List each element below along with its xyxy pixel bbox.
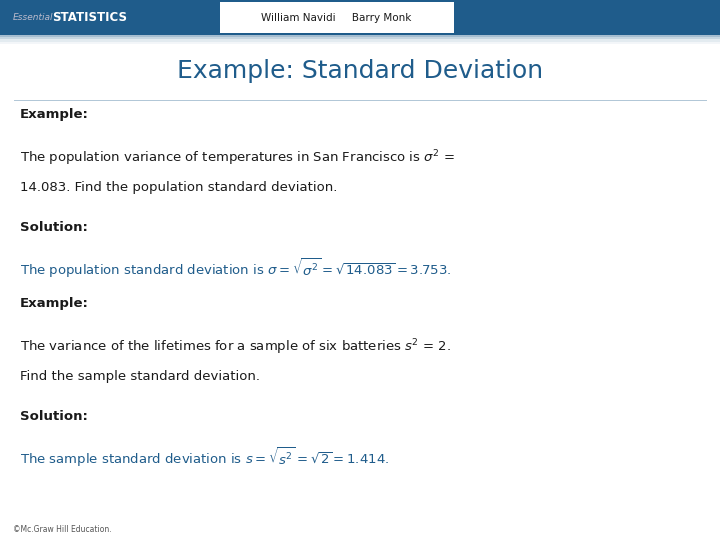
Bar bbox=[0, 35, 720, 37]
Text: The population variance of temperatures in San Francisco is $\sigma^2$ =: The population variance of temperatures … bbox=[20, 148, 455, 168]
Text: Solution:: Solution: bbox=[20, 221, 88, 234]
Text: Example: Standard Deviation: Example: Standard Deviation bbox=[177, 59, 543, 83]
Text: Example:: Example: bbox=[20, 108, 89, 121]
Text: The sample standard deviation is $s = \sqrt{s^2} = \sqrt{2} = 1.414.$: The sample standard deviation is $s = \s… bbox=[20, 446, 390, 469]
Text: Find the sample standard deviation.: Find the sample standard deviation. bbox=[20, 370, 260, 383]
Bar bbox=[0, 42, 720, 44]
Text: William Navidi     Barry Monk: William Navidi Barry Monk bbox=[261, 12, 412, 23]
Text: ©Mc.Graw Hill Education.: ©Mc.Graw Hill Education. bbox=[13, 524, 112, 534]
Text: Solution:: Solution: bbox=[20, 410, 88, 423]
Text: 14.083. Find the population standard deviation.: 14.083. Find the population standard dev… bbox=[20, 181, 338, 194]
Bar bbox=[0, 37, 720, 39]
Bar bbox=[0, 39, 720, 42]
Text: Example:: Example: bbox=[20, 297, 89, 310]
Text: The variance of the lifetimes for a sample of six batteries $s^2$ = 2.: The variance of the lifetimes for a samp… bbox=[20, 338, 451, 357]
Text: STATISTICS: STATISTICS bbox=[52, 11, 127, 24]
Text: Essential: Essential bbox=[13, 13, 53, 22]
Text: The population standard deviation is $\sigma = \sqrt{\sigma^2} = \sqrt{14.083} =: The population standard deviation is $\s… bbox=[20, 256, 451, 280]
Bar bbox=[0, 0, 720, 35]
Bar bbox=[220, 2, 454, 33]
